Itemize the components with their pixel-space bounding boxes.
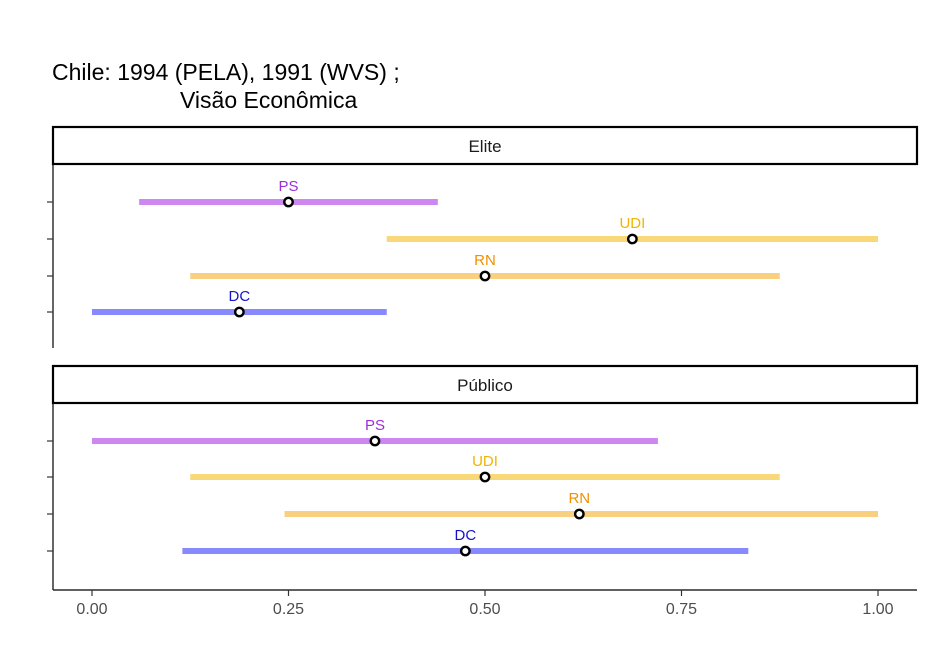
point-publico-rn — [573, 508, 585, 520]
point-elite-dc — [233, 306, 245, 318]
party-label-publico-udi: UDI — [472, 453, 498, 470]
point-publico-ps — [369, 435, 381, 447]
party-label-publico-ps: PS — [365, 417, 385, 434]
x-tick-label-1: 0.25 — [273, 601, 304, 618]
panel-strip-publico — [51, 364, 919, 405]
panel-label-publico: Público — [457, 376, 513, 395]
x-tick-label-4: 1.00 — [862, 601, 893, 618]
point-publico-udi — [479, 471, 491, 483]
panel-label-elite: Elite — [468, 137, 501, 156]
party-label-elite-udi: UDI — [619, 215, 645, 232]
party-label-publico-dc: DC — [455, 527, 477, 544]
x-tick-label-0: 0.00 — [76, 601, 107, 618]
chart-title-line2: Visão Econômica — [180, 87, 357, 113]
point-elite-udi — [626, 233, 638, 245]
chart-marks: PS UDI RN DC PS UDI RN DC 0.00 0.25 0.50 0.75 1.00 — [47, 178, 894, 618]
point-elite-ps — [283, 196, 294, 208]
party-label-elite-dc: DC — [229, 288, 251, 305]
x-tick-label-3: 0.75 — [666, 601, 697, 618]
party-label-publico-rn: RN — [568, 490, 590, 507]
point-publico-dc — [459, 545, 471, 557]
panel-strip-elite — [51, 125, 919, 166]
party-label-elite-ps: PS — [278, 178, 298, 195]
x-tick-label-2: 0.50 — [469, 601, 500, 618]
chart-title-line1: Chile: 1994 (PELA), 1991 (WVS) ; — [52, 59, 400, 85]
party-label-elite-rn: RN — [474, 252, 496, 269]
point-elite-rn — [479, 270, 491, 282]
